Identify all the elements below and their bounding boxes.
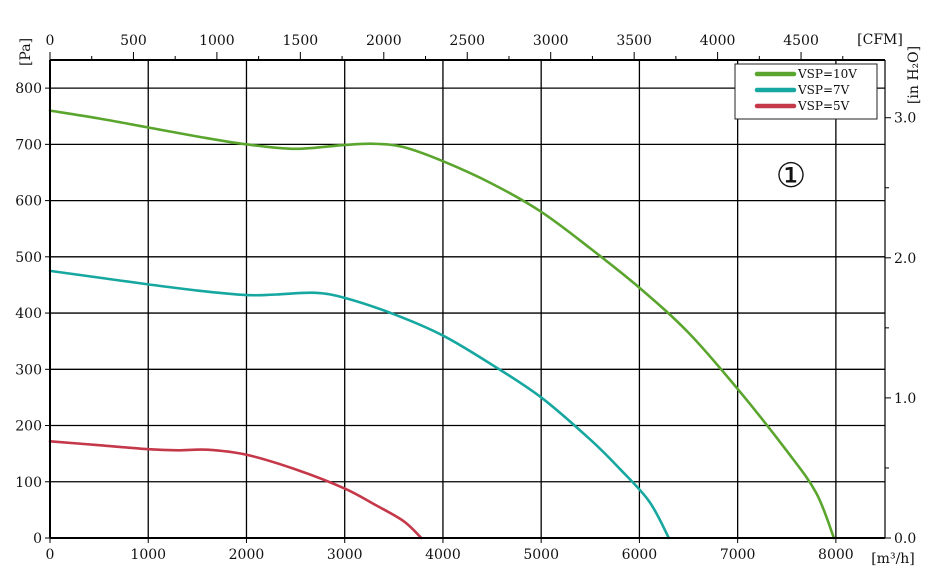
axis-ticks: 0 1000 2000 3000 4000 5000 6000 7000 80000100200… <box>15 33 916 563</box>
x-tick-label-6: 6000 <box>622 547 658 563</box>
x-top-tick-label-3: 1500 <box>283 33 319 49</box>
series-line-vsp-7v <box>48 269 671 540</box>
y-tick-label-7: 700 <box>15 137 42 153</box>
legend: VSP=10V VSP=7V VSP=5V <box>734 63 878 120</box>
y-axis-unit-label: [Pa] <box>18 38 34 66</box>
y-tick-label-4: 400 <box>15 306 42 322</box>
x-axis-top-unit-label: [CFM] <box>857 32 903 48</box>
y-right-tick-label-3: 3.0 <box>894 111 916 127</box>
x-top-tick-label-7: 3500 <box>616 33 652 49</box>
legend-label-vsp-7v: VSP=7V <box>797 83 850 97</box>
series-line-vsp-5v <box>48 439 423 540</box>
x-tick-label-2: 2000 <box>229 547 265 563</box>
x-top-tick-label-9: 4500 <box>783 33 819 49</box>
legend-label-vsp-5v: VSP=5V <box>797 99 850 113</box>
x-top-tick-label-5: 2500 <box>449 33 485 49</box>
grid <box>50 60 885 538</box>
y-tick-label-0: 0 <box>33 531 42 547</box>
x-top-tick-label-2: 1000 <box>199 33 235 49</box>
x-top-tick-label-0: 0 <box>46 33 55 49</box>
y-tick-label-2: 200 <box>15 419 42 435</box>
x-tick-label-3: 3000 <box>327 547 363 563</box>
x-tick-label-0: 0 <box>46 547 55 563</box>
y-tick-label-3: 300 <box>15 362 42 378</box>
x-tick-label-1: 1000 <box>130 547 166 563</box>
curve-set-marker: ① <box>776 156 806 196</box>
series-line-vsp-10v <box>48 109 836 540</box>
x-tick-label-7: 7000 <box>720 547 756 563</box>
x-axis-unit-label: [m³/h] <box>871 551 915 567</box>
y-tick-label-6: 600 <box>15 194 42 210</box>
x-top-tick-label-4: 2000 <box>366 33 402 49</box>
y-right-tick-label-1: 1.0 <box>894 391 916 407</box>
x-tick-label-5: 5000 <box>523 547 559 563</box>
x-top-tick-label-8: 4000 <box>700 33 736 49</box>
x-tick-label-4: 4000 <box>425 547 461 563</box>
performance-curves <box>48 109 836 540</box>
y-right-tick-label-0: 0.0 <box>894 531 916 547</box>
y-axis-right-unit-label: [in H₂O] <box>906 46 922 104</box>
y-tick-label-1: 100 <box>15 475 42 491</box>
x-top-tick-label-1: 500 <box>120 33 147 49</box>
x-tick-label-8: 8000 <box>818 547 854 563</box>
y-tick-label-8: 800 <box>15 81 42 97</box>
y-right-tick-label-2: 2.0 <box>894 251 916 267</box>
x-top-tick-label-6: 3000 <box>533 33 569 49</box>
legend-label-vsp-10v: VSP=10V <box>797 67 857 81</box>
y-tick-label-5: 500 <box>15 250 42 266</box>
